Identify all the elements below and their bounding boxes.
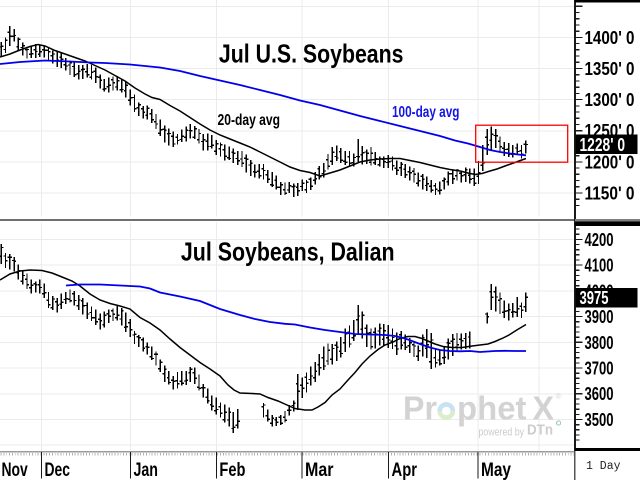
svg-text:Feb: Feb	[219, 460, 245, 480]
svg-text:Jul U.S. Soybeans: Jul U.S. Soybeans	[219, 38, 404, 68]
svg-text:3600: 3600	[585, 384, 614, 404]
svg-text:Jan: Jan	[134, 460, 159, 480]
svg-text:1 Day: 1 Day	[586, 460, 621, 473]
svg-text:phet: phet	[457, 390, 527, 427]
svg-text:20-day avg: 20-day avg	[218, 112, 281, 129]
svg-text:1350' 0: 1350' 0	[585, 59, 635, 79]
svg-text:1228' 0: 1228' 0	[580, 135, 626, 155]
svg-text:Nov: Nov	[2, 460, 29, 480]
svg-text:Jul Soybeans, Dalian: Jul Soybeans, Dalian	[181, 237, 395, 267]
svg-text:3900: 3900	[585, 307, 614, 327]
svg-text:4100: 4100	[585, 256, 614, 276]
svg-text:powered by: powered by	[479, 427, 525, 439]
svg-text:DTn: DTn	[527, 422, 553, 439]
svg-text:May: May	[481, 460, 511, 480]
svg-text:X: X	[533, 390, 555, 427]
svg-text:1200' 0: 1200' 0	[585, 152, 635, 172]
svg-text:1400' 0: 1400' 0	[585, 28, 635, 48]
svg-text:3700: 3700	[585, 359, 614, 379]
svg-text:Pr: Pr	[403, 390, 437, 427]
svg-text:®: ®	[556, 392, 562, 401]
svg-text:3800: 3800	[585, 333, 614, 353]
svg-text:Dec: Dec	[45, 460, 71, 480]
svg-text:3500: 3500	[585, 410, 614, 430]
svg-text:100-day avg: 100-day avg	[392, 104, 460, 121]
svg-text:Apr: Apr	[392, 460, 418, 480]
svg-text:3975: 3975	[580, 288, 609, 308]
svg-text:4200: 4200	[585, 230, 614, 250]
svg-text:1150' 0: 1150' 0	[585, 183, 635, 203]
svg-text:1300' 0: 1300' 0	[585, 90, 635, 110]
svg-text:Mar: Mar	[305, 460, 334, 480]
